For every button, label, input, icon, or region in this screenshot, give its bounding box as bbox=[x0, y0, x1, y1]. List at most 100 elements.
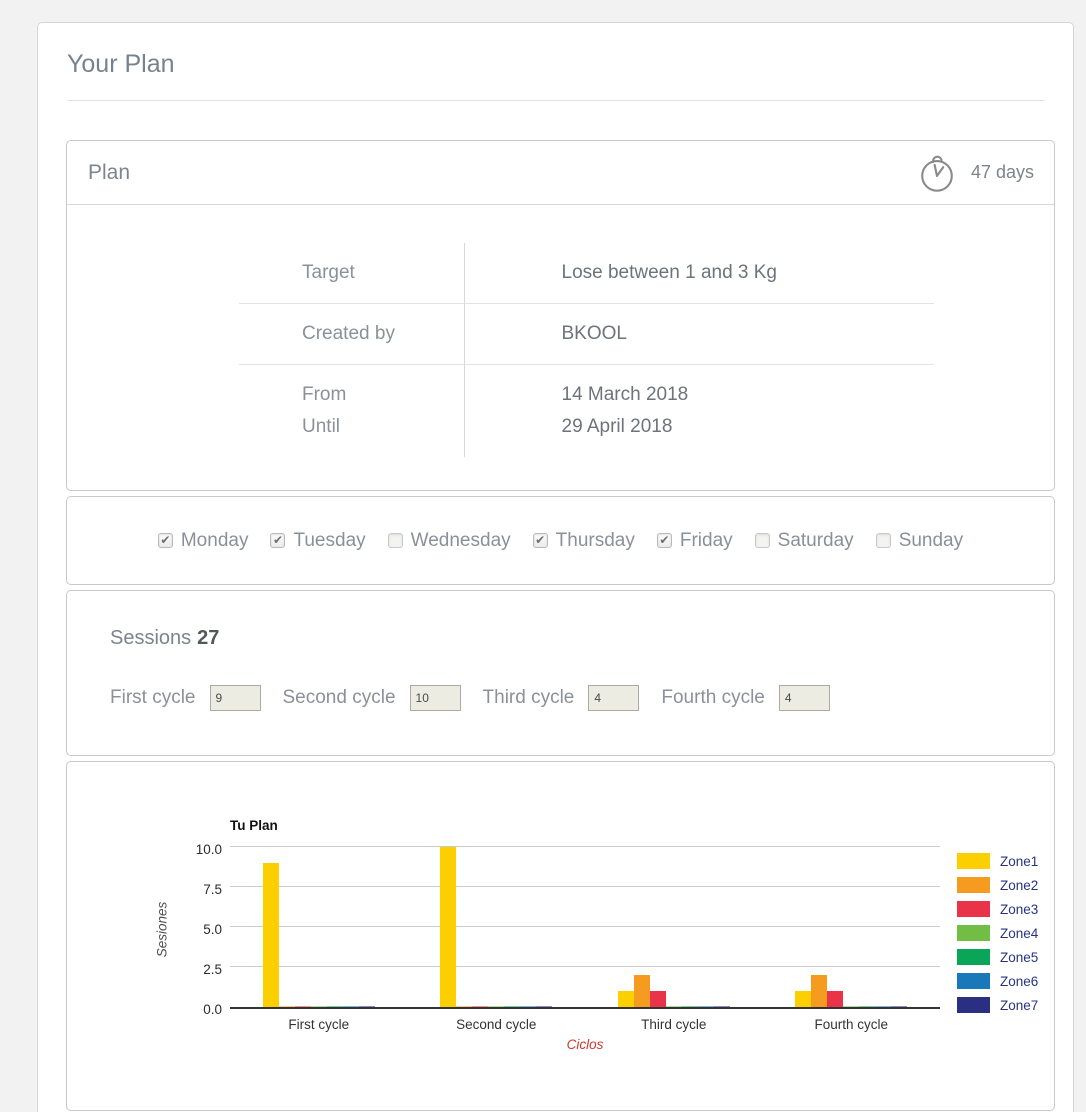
y-tick-label: 10.0 bbox=[195, 842, 222, 857]
bar-zone4 bbox=[665, 1006, 682, 1007]
legend-label: Zone2 bbox=[1000, 877, 1039, 893]
y-tick-label: 7.5 bbox=[203, 882, 222, 897]
weekday-checkbox-saturday[interactable] bbox=[754, 533, 770, 548]
chart-panel: Tu Plan Sesiones 0.0 2.5 5.0 7.5 10.0 Zone1 Z… bbox=[66, 761, 1055, 1111]
your-plan-card: Your Plan Plan bbox=[37, 22, 1074, 1112]
weekday-checkbox-friday[interactable] bbox=[656, 533, 672, 548]
legend-swatch-zone1 bbox=[957, 853, 990, 869]
x-tick-label: Third cycle bbox=[641, 1017, 707, 1032]
cycle-item: Second cycle bbox=[283, 685, 461, 711]
weekday-checkbox-tuesday[interactable] bbox=[270, 533, 286, 548]
x-tick-label: Second cycle bbox=[456, 1017, 537, 1032]
chart-body: Sesiones 0.0 2.5 5.0 7.5 10.0 Zone1 Zone2 Zone… bbox=[150, 842, 1054, 1017]
y-axis-ticks: 0.0 2.5 5.0 7.5 10.0 bbox=[174, 842, 222, 1017]
cycle-item: Fourth cycle bbox=[661, 685, 830, 711]
plan-details: Target Lose between 1 and 3 Kg Created by B… bbox=[67, 205, 1054, 490]
detail-value: BKOOL bbox=[464, 303, 934, 365]
weekday-item-friday: Friday bbox=[656, 529, 733, 552]
legend-label: Zone1 bbox=[1000, 853, 1039, 869]
bar-zone5 bbox=[859, 1006, 876, 1007]
cycle-input[interactable] bbox=[209, 685, 261, 711]
detail-label: Target bbox=[239, 243, 465, 304]
bar-group bbox=[763, 849, 941, 1007]
bar-zone1 bbox=[440, 847, 457, 1007]
weekday-checkbox-sunday[interactable] bbox=[875, 533, 891, 548]
detail-row: Target Lose between 1 and 3 Kg bbox=[239, 243, 934, 304]
panel-stack: Plan 47 days bbox=[38, 101, 1073, 1112]
detail-label: From Until bbox=[239, 364, 465, 457]
cycle-item: Third cycle bbox=[483, 685, 640, 711]
weekday-checkbox-wednesday[interactable] bbox=[387, 533, 403, 548]
bar-zone2 bbox=[278, 1006, 295, 1007]
plot-area bbox=[230, 846, 941, 1009]
legend-swatch-zone2 bbox=[957, 877, 990, 893]
chart-title: Tu Plan bbox=[230, 818, 278, 833]
legend-label: Zone6 bbox=[1000, 973, 1039, 989]
bar-zone6 bbox=[697, 1006, 714, 1007]
detail-row: Created by BKOOL bbox=[239, 303, 934, 365]
legend-row: Zone1 bbox=[957, 853, 1038, 869]
stopwatch-icon bbox=[921, 155, 953, 192]
bar-group bbox=[408, 847, 586, 1007]
legend-row: Zone5 bbox=[957, 949, 1038, 965]
bar-zone6 bbox=[520, 1006, 537, 1007]
legend-label: Zone5 bbox=[1000, 949, 1039, 965]
x-axis-labels: First cycle Second cycle Third cycle Fourth… bbox=[230, 1017, 940, 1032]
cycle-label: Second cycle bbox=[282, 687, 396, 708]
gridline bbox=[230, 966, 940, 967]
bar-zone6 bbox=[342, 1006, 359, 1007]
weekday-label: Wednesday bbox=[410, 529, 511, 551]
legend-row: Zone4 bbox=[957, 925, 1038, 941]
detail-value: 14 March 2018 29 April 2018 bbox=[464, 364, 934, 457]
weekday-checkbox-monday[interactable] bbox=[157, 533, 173, 548]
detail-row: From Until 14 March 2018 29 April 2018 bbox=[239, 364, 934, 457]
bar-zone5 bbox=[681, 1006, 698, 1007]
cycle-label: First cycle bbox=[110, 687, 196, 708]
sessions-summary: Sessions 27 bbox=[110, 627, 1054, 650]
weekday-checkbox-thursday[interactable] bbox=[532, 533, 548, 548]
bar-zone3 bbox=[472, 1006, 489, 1007]
weekday-label: Sunday bbox=[898, 529, 964, 551]
weekday-label: Thursday bbox=[555, 529, 635, 551]
bar-zone1 bbox=[617, 991, 634, 1007]
x-axis-title: Ciclos bbox=[566, 1037, 604, 1052]
legend-row: Zone3 bbox=[957, 901, 1038, 917]
plan-details-table: Target Lose between 1 and 3 Kg Created by B… bbox=[239, 243, 934, 457]
plan-header: Plan 47 days bbox=[67, 141, 1054, 205]
cycle-input[interactable] bbox=[778, 685, 830, 711]
bar-zone4 bbox=[843, 1006, 860, 1007]
legend-swatch-zone5 bbox=[957, 949, 990, 965]
bar-zone1 bbox=[262, 863, 279, 1007]
sessions-count: 27 bbox=[197, 627, 220, 649]
chart-legend: Zone1 Zone2 Zone3 Zone4 Zone5 Zone6 Zone7 bbox=[957, 853, 1038, 1021]
legend-label: Zone3 bbox=[1000, 901, 1039, 917]
weekday-label: Monday bbox=[180, 529, 249, 551]
weekday-item-tuesday: Tuesday bbox=[270, 529, 366, 552]
weekday-label: Tuesday bbox=[293, 529, 366, 551]
bar-zone2 bbox=[811, 975, 828, 1007]
legend-swatch-zone3 bbox=[957, 901, 990, 917]
y-tick-label: 2.5 bbox=[203, 962, 222, 977]
plan-summary-panel: Plan 47 days bbox=[66, 140, 1055, 491]
bar-zone3 bbox=[649, 991, 666, 1007]
bar-zone7 bbox=[891, 1006, 908, 1007]
weekday-selector-panel: Monday Tuesday Wednesday Thursday Friday Satu… bbox=[66, 496, 1055, 585]
sessions-label: Sessions bbox=[110, 627, 192, 649]
legend-swatch-zone7 bbox=[957, 997, 990, 1013]
title-divider bbox=[67, 100, 1045, 101]
gridline bbox=[230, 846, 940, 847]
bar-zone2 bbox=[633, 975, 650, 1007]
plan-title: Plan bbox=[88, 160, 131, 184]
weekday-label: Friday bbox=[679, 529, 733, 551]
y-tick-label: 0.0 bbox=[203, 1002, 222, 1017]
weekday-label: Saturday bbox=[777, 529, 854, 551]
legend-label: Zone4 bbox=[1000, 925, 1039, 941]
bar-zone7 bbox=[713, 1006, 730, 1007]
cycle-input[interactable] bbox=[588, 685, 640, 711]
bar-zone1 bbox=[795, 991, 812, 1007]
cycle-input[interactable] bbox=[409, 685, 461, 711]
x-tick-label: First cycle bbox=[288, 1017, 350, 1032]
weekday-item-thursday: Thursday bbox=[532, 529, 635, 552]
legend-label: Zone7 bbox=[1000, 997, 1039, 1013]
